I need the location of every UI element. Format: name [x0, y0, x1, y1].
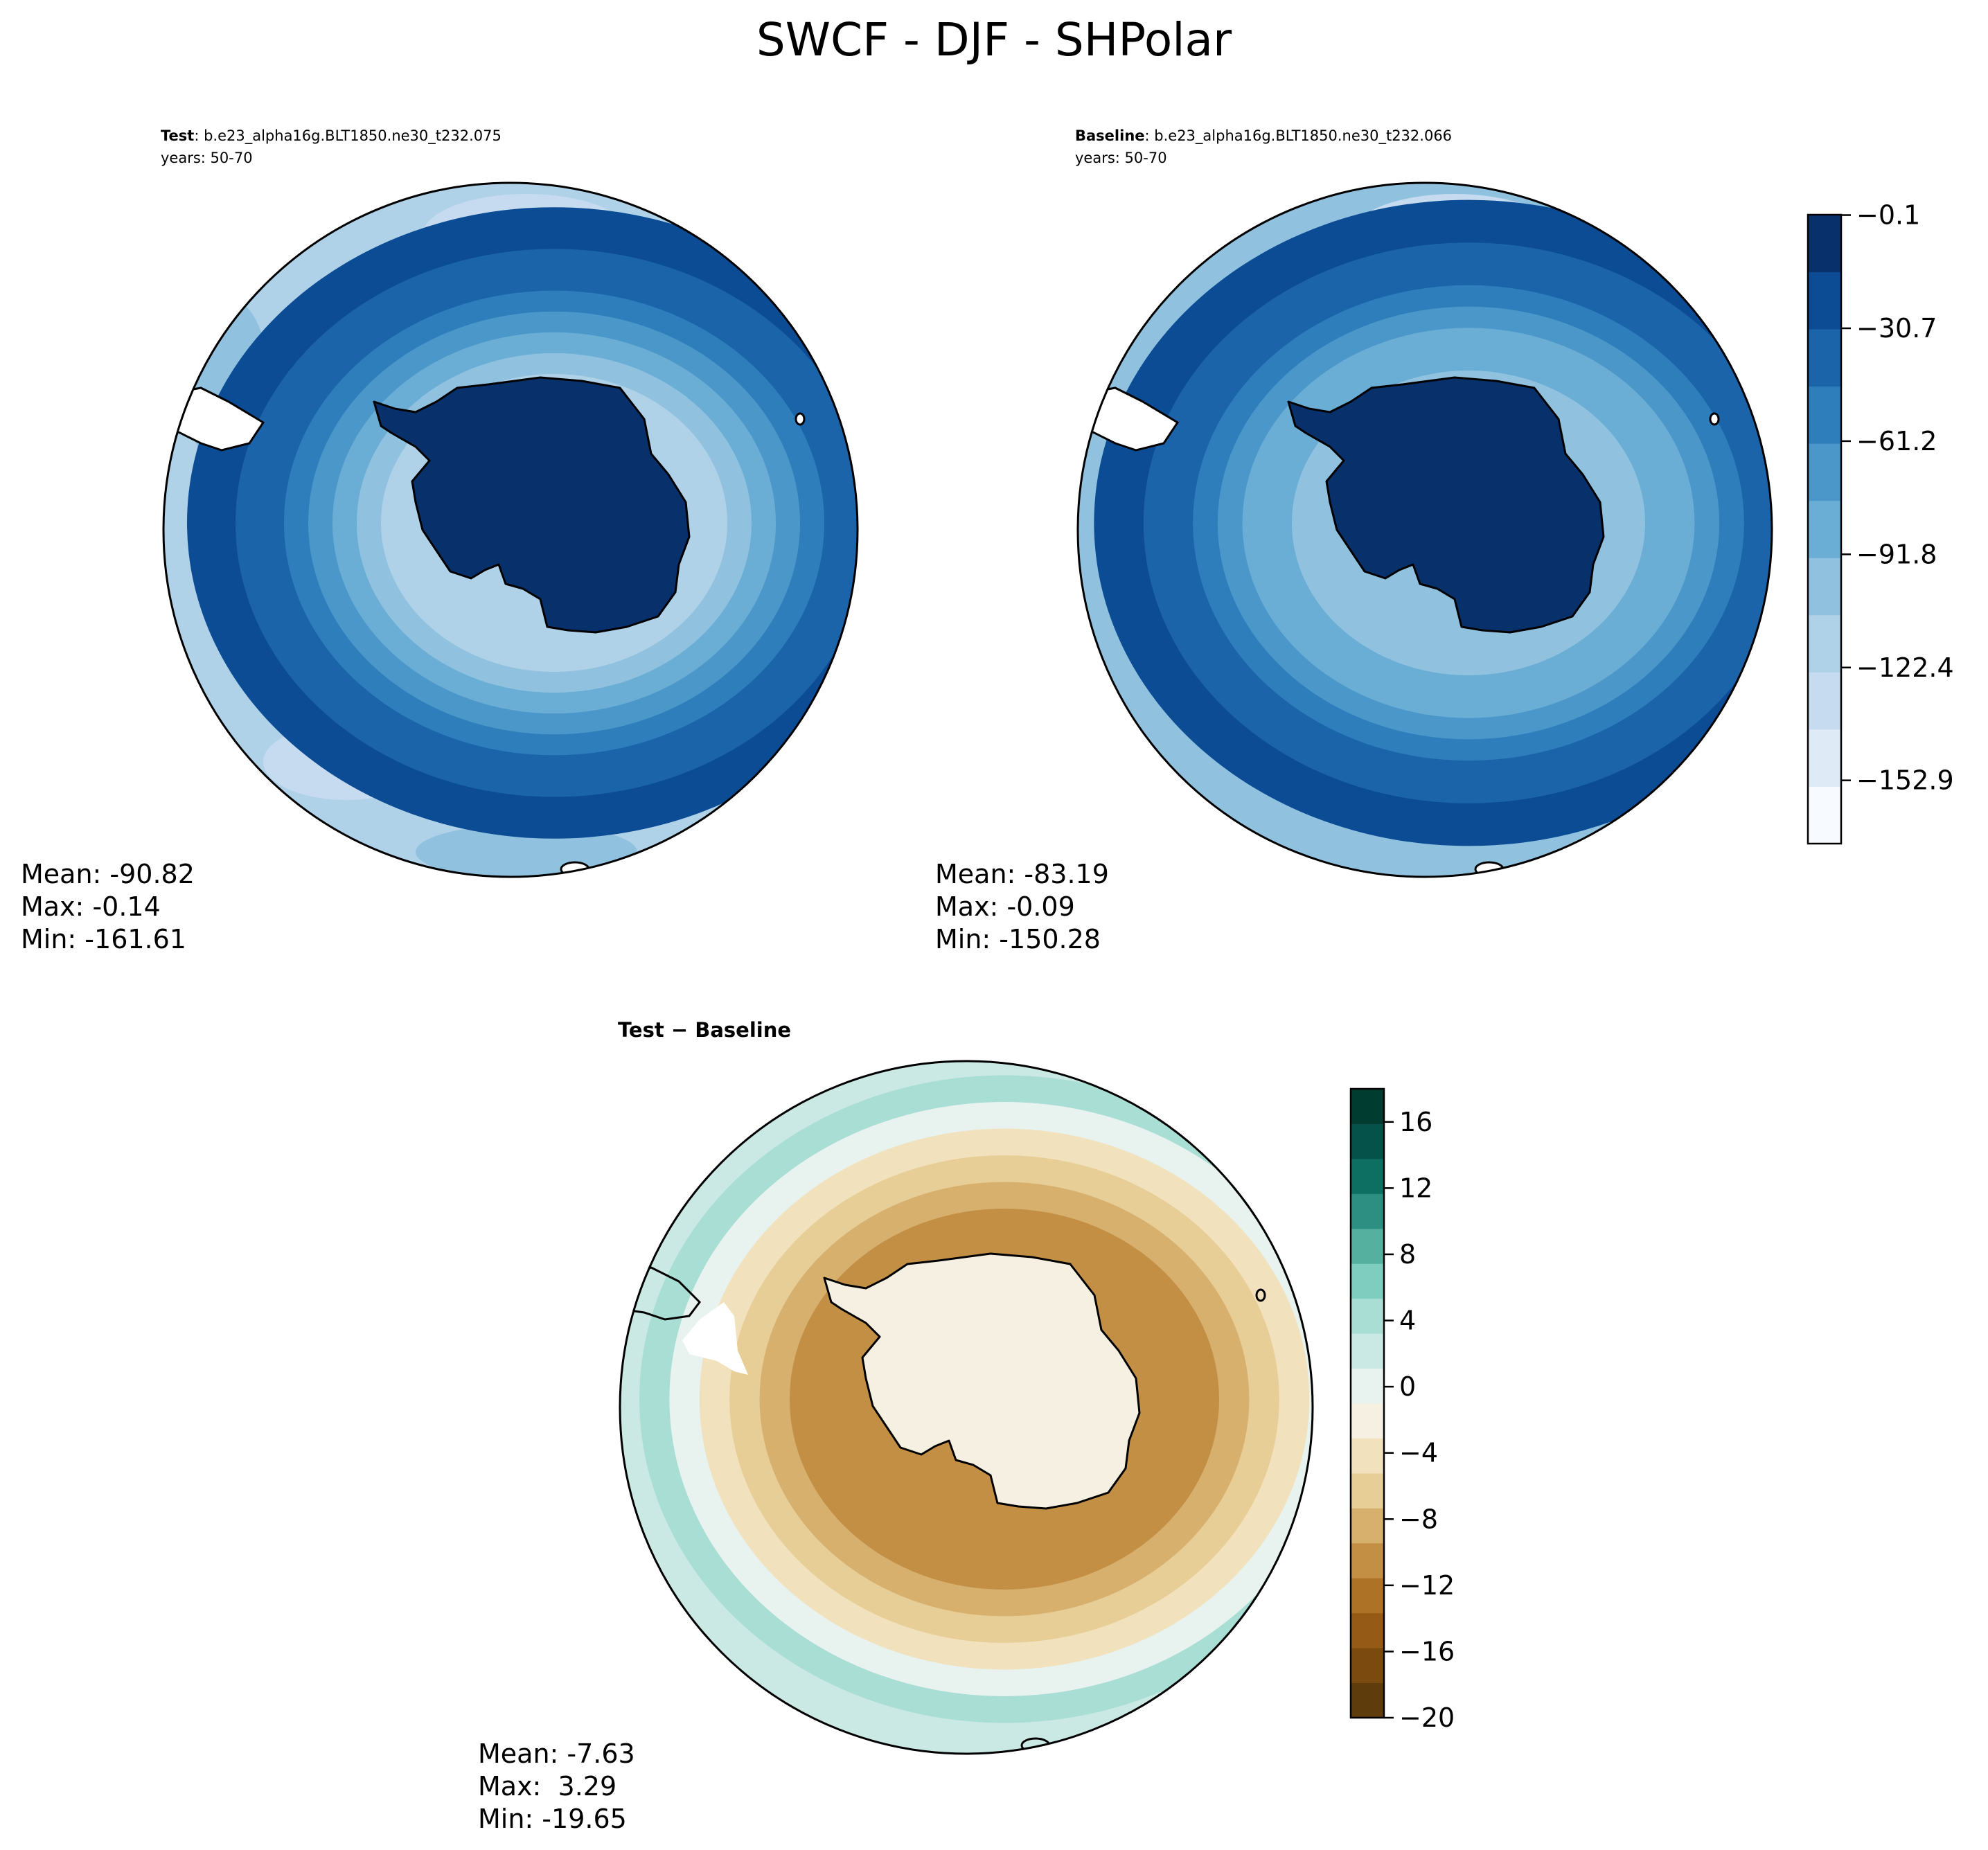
panel-diff-label: Test − Baseline — [618, 1018, 791, 1042]
panel-diff-mean: Mean: -7.63 — [478, 1738, 635, 1769]
panel-test-bold: Test — [161, 127, 194, 144]
panel-baseline-label: Baseline: b.e23_alpha16g.BLT1850.ne30_t2… — [1075, 127, 1452, 145]
cbar-swcf-frame — [1807, 213, 1843, 845]
panel-baseline-mean: Mean: -83.19 — [935, 859, 1109, 889]
panel-test-label: Test: b.e23_alpha16g.BLT1850.ne30_t232.0… — [161, 127, 502, 145]
cbar-swcf-swatch — [1808, 614, 1841, 673]
panel-diff-continent — [823, 1252, 1141, 1510]
cbar-diff-swatch — [1351, 1158, 1384, 1194]
cbar-diff-tick-label: 4 — [1399, 1306, 1416, 1336]
colorbar-diff: −20 −16 −12 −8 −4 0 4 8 12 16 — [1349, 1087, 1455, 1733]
cbar-swcf-swatch — [1808, 729, 1841, 787]
panel-diff-max: Max: 3.29 — [478, 1771, 616, 1802]
panel-test-small-island — [795, 412, 806, 426]
panel-baseline-continent — [1287, 376, 1605, 634]
cbar-swcf-tick-label: −122.4 — [1856, 652, 1954, 683]
panel-baseline-boundary — [1076, 181, 1773, 878]
panel-diff-missing-region — [682, 1302, 748, 1375]
panel-test-mean: Mean: -90.82 — [21, 859, 195, 889]
cbar-diff-swatch — [1351, 1542, 1384, 1578]
panel-diff: Test − Baseline Mean: -7.63 Max: 3.29 Mi… — [478, 1018, 1314, 1834]
cbar-diff-swatch — [1351, 1333, 1384, 1369]
cbar-diff-tick-label: 16 — [1399, 1107, 1432, 1137]
cbar-swcf-swatch — [1808, 215, 1841, 273]
figure-title: SWCF - DJF - SHPolar — [756, 13, 1232, 66]
cbar-diff-tick-label: −16 — [1399, 1636, 1455, 1666]
panel-baseline: Baseline: b.e23_alpha16g.BLT1850.ne30_t2… — [935, 127, 1773, 954]
cbar-diff-tick-label: 0 — [1399, 1371, 1416, 1402]
panel-test-max: Max: -0.14 — [21, 891, 161, 922]
cbar-diff-swatch — [1351, 1368, 1384, 1404]
cbar-diff-swatch — [1351, 1263, 1384, 1299]
cbar-diff-tick-label: −20 — [1399, 1702, 1455, 1733]
panel-test-case: : b.e23_alpha16g.BLT1850.ne30_t232.075 — [194, 127, 502, 145]
cbar-swcf-swatch — [1808, 786, 1841, 844]
panel-test-boundary — [162, 181, 859, 878]
cbar-swcf-tick-label: −0.1 — [1856, 200, 1920, 231]
cbar-swcf-swatch — [1808, 329, 1841, 387]
panel-baseline-bold: Baseline — [1075, 127, 1145, 144]
cbar-swcf-swatch — [1808, 500, 1841, 558]
panel-baseline-min: Min: -150.28 — [935, 924, 1101, 954]
panel-test-continent — [373, 376, 691, 634]
cbar-diff-swatch — [1351, 1438, 1384, 1474]
panel-baseline-small-island — [1709, 412, 1720, 426]
cbar-diff-swatch — [1351, 1403, 1384, 1439]
cbar-diff-swatch — [1351, 1123, 1384, 1159]
cbar-diff-tick-label: 8 — [1399, 1239, 1416, 1270]
panel-diff-small-island — [1255, 1288, 1266, 1302]
cbar-swcf-swatch — [1808, 443, 1841, 501]
panel-test-years: years: 50-70 — [161, 150, 253, 166]
cbar-swcf-tick-label: −61.2 — [1856, 426, 1937, 456]
panel-test-min: Min: -161.61 — [21, 924, 186, 954]
cbar-diff-swatch — [1351, 1508, 1384, 1544]
cbar-diff-swatch — [1351, 1193, 1384, 1229]
panel-baseline-max: Max: -0.09 — [935, 891, 1075, 922]
panel-baseline-years: years: 50-70 — [1075, 150, 1167, 166]
cbar-diff-swatch — [1351, 1298, 1384, 1334]
cbar-diff-swatch — [1351, 1682, 1384, 1718]
cbar-diff-swatch — [1351, 1578, 1384, 1614]
panel-baseline-case: : b.e23_alpha16g.BLT1850.ne30_t232.066 — [1145, 127, 1453, 145]
cbar-diff-tick-label: 12 — [1399, 1173, 1432, 1203]
cbar-diff-swatch — [1351, 1648, 1384, 1684]
cbar-swcf-tick-label: −152.9 — [1856, 765, 1954, 796]
cbar-swcf-tick-label: −91.8 — [1856, 539, 1937, 569]
cbar-diff-frame — [1349, 1087, 1385, 1719]
colorbar-swcf: −152.9 −122.4 −91.8 −61.2 −30.7 −0.1 — [1807, 200, 1954, 845]
cbar-diff-swatch — [1351, 1228, 1384, 1264]
cbar-swcf-tick-label: −30.7 — [1856, 313, 1937, 344]
cbar-diff-swatch — [1351, 1612, 1384, 1648]
cbar-diff-tick-label: −8 — [1399, 1504, 1438, 1534]
cbar-diff-swatch — [1351, 1473, 1384, 1509]
cbar-diff-tick-label: −12 — [1399, 1570, 1455, 1601]
cbar-swcf-swatch — [1808, 672, 1841, 730]
cbar-diff-swatch — [1351, 1089, 1384, 1124]
panel-diff-min: Min: -19.65 — [478, 1804, 627, 1834]
panel-diff-boundary — [619, 1060, 1314, 1755]
panel-test: Test: b.e23_alpha16g.BLT1850.ne30_t232.0… — [21, 127, 859, 954]
cbar-swcf-swatch — [1808, 386, 1841, 444]
cbar-swcf-swatch — [1808, 272, 1841, 330]
cbar-swcf-swatch — [1808, 558, 1841, 616]
cbar-diff-tick-label: −4 — [1399, 1438, 1438, 1468]
